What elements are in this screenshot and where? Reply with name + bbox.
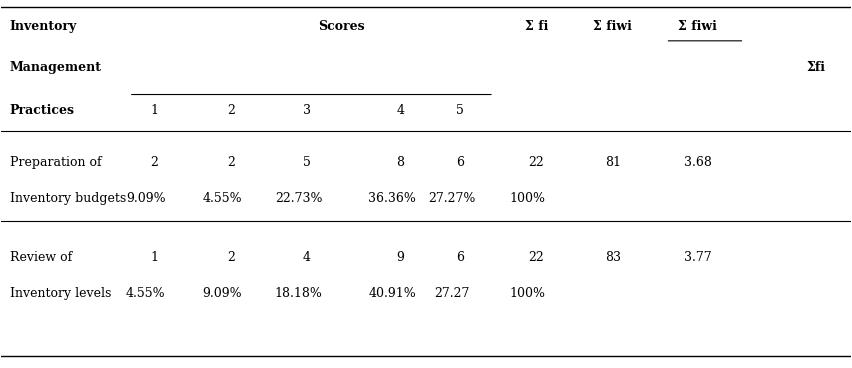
Text: Scores: Scores bbox=[318, 21, 365, 33]
Text: 1: 1 bbox=[150, 251, 158, 263]
Text: 83: 83 bbox=[605, 251, 621, 263]
Text: 9.09%: 9.09% bbox=[126, 192, 165, 205]
Text: 9.09%: 9.09% bbox=[203, 287, 242, 300]
Text: 6: 6 bbox=[456, 156, 464, 169]
Text: 3.77: 3.77 bbox=[684, 251, 711, 263]
Text: 4.55%: 4.55% bbox=[203, 192, 242, 205]
Text: 9: 9 bbox=[396, 251, 405, 263]
Text: 18.18%: 18.18% bbox=[274, 287, 323, 300]
Text: 81: 81 bbox=[605, 156, 621, 169]
Text: Inventory budgets: Inventory budgets bbox=[10, 192, 126, 205]
Text: Review of: Review of bbox=[10, 251, 72, 263]
Text: Σ fiwi: Σ fiwi bbox=[678, 21, 717, 33]
Text: Σ fiwi: Σ fiwi bbox=[593, 21, 632, 33]
Text: 5: 5 bbox=[456, 105, 463, 117]
Text: 5: 5 bbox=[303, 156, 311, 169]
Text: 3.68: 3.68 bbox=[684, 156, 711, 169]
Text: Σfi: Σfi bbox=[806, 61, 825, 74]
Text: 2: 2 bbox=[227, 156, 234, 169]
Text: 22: 22 bbox=[528, 251, 544, 263]
Text: Preparation of: Preparation of bbox=[10, 156, 101, 169]
Text: 36.36%: 36.36% bbox=[368, 192, 416, 205]
Text: 2: 2 bbox=[150, 156, 158, 169]
Text: 22.73%: 22.73% bbox=[275, 192, 322, 205]
Text: 4: 4 bbox=[396, 105, 405, 117]
Text: 6: 6 bbox=[456, 251, 464, 263]
Text: 1: 1 bbox=[150, 105, 158, 117]
Text: 40.91%: 40.91% bbox=[368, 287, 416, 300]
Text: 100%: 100% bbox=[509, 287, 546, 300]
Text: 22: 22 bbox=[528, 156, 544, 169]
Text: Management: Management bbox=[10, 61, 102, 74]
Text: 4: 4 bbox=[303, 251, 311, 263]
Text: 27.27: 27.27 bbox=[434, 287, 469, 300]
Text: 3: 3 bbox=[303, 105, 311, 117]
Text: Inventory levels: Inventory levels bbox=[10, 287, 112, 300]
Text: 2: 2 bbox=[227, 105, 234, 117]
Text: 2: 2 bbox=[227, 251, 234, 263]
Text: Inventory: Inventory bbox=[10, 21, 78, 33]
Text: 4.55%: 4.55% bbox=[126, 287, 165, 300]
Text: Σ fi: Σ fi bbox=[525, 21, 548, 33]
Text: 8: 8 bbox=[396, 156, 405, 169]
Text: 27.27%: 27.27% bbox=[428, 192, 475, 205]
Text: Practices: Practices bbox=[10, 105, 75, 117]
Text: 100%: 100% bbox=[509, 192, 546, 205]
